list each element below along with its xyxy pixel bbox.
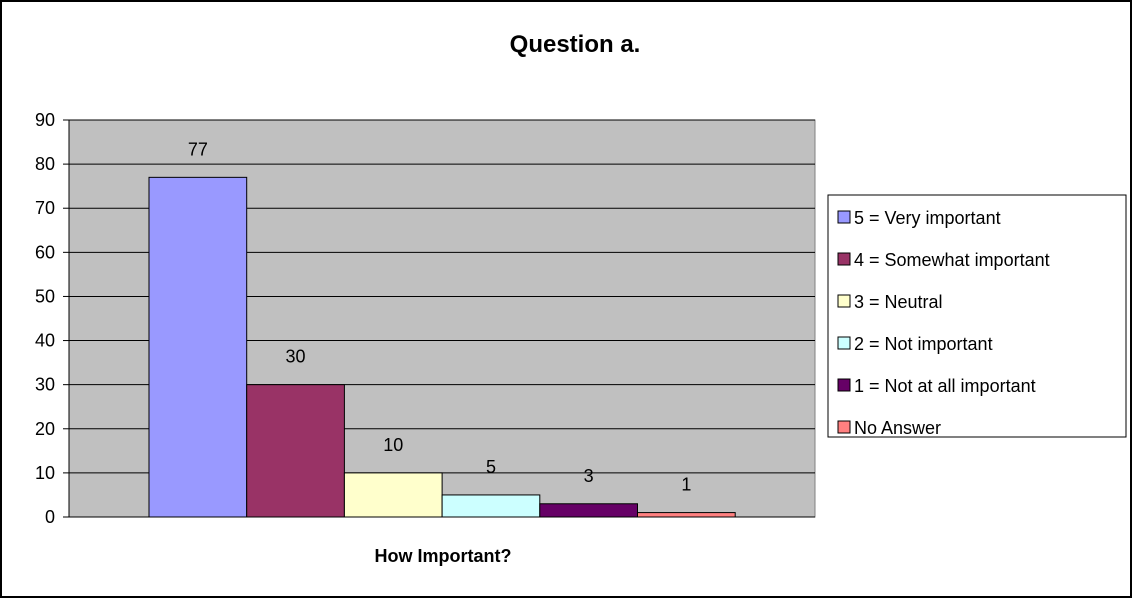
y-tick-label: 80 [35, 154, 55, 174]
legend-label: 5 = Very important [854, 208, 1001, 228]
legend-label: 1 = Not at all important [854, 376, 1036, 396]
legend-label: 2 = Not important [854, 334, 993, 354]
y-tick-label: 30 [35, 375, 55, 395]
legend-swatch [837, 336, 851, 350]
y-tick-label: 10 [35, 463, 55, 483]
legend-label: 3 = Neutral [854, 292, 943, 312]
x-axis-title: How Important? [375, 546, 512, 566]
y-tick-label: 20 [35, 419, 55, 439]
bars [148, 176, 736, 518]
data-label: 30 [286, 347, 306, 367]
data-label: 3 [584, 466, 594, 486]
data-label: 5 [486, 457, 496, 477]
y-tick-label: 40 [35, 331, 55, 351]
legend-label: No Answer [854, 418, 941, 438]
legend-swatch [837, 294, 851, 308]
y-tick-label: 50 [35, 286, 55, 306]
legend-label: 4 = Somewhat important [854, 250, 1050, 270]
bar [539, 503, 638, 518]
data-label: 10 [383, 435, 403, 455]
bar [441, 494, 541, 518]
chart-title: Question a. [510, 31, 641, 58]
data-label: 1 [681, 475, 691, 495]
legend-swatch [837, 252, 851, 266]
bar [246, 384, 345, 518]
y-tick-label: 90 [35, 110, 55, 130]
bar [148, 176, 248, 518]
y-tick-label: 70 [35, 198, 55, 218]
y-tick-label: 60 [35, 242, 55, 262]
legend-swatch [837, 378, 851, 392]
y-axis: 0 10 20 30 40 50 60 70 80 90 [35, 110, 815, 527]
y-tick-label: 0 [45, 507, 55, 527]
bar [637, 512, 736, 518]
legend-swatch [837, 420, 851, 434]
legend-box [827, 194, 1127, 438]
bar [343, 472, 443, 518]
data-labels: 77 30 10 5 3 1 [188, 139, 692, 494]
legend: 5 = Very important 4 = Somewhat important… [827, 194, 1127, 438]
data-label: 77 [188, 139, 208, 159]
legend-swatch [837, 210, 851, 224]
